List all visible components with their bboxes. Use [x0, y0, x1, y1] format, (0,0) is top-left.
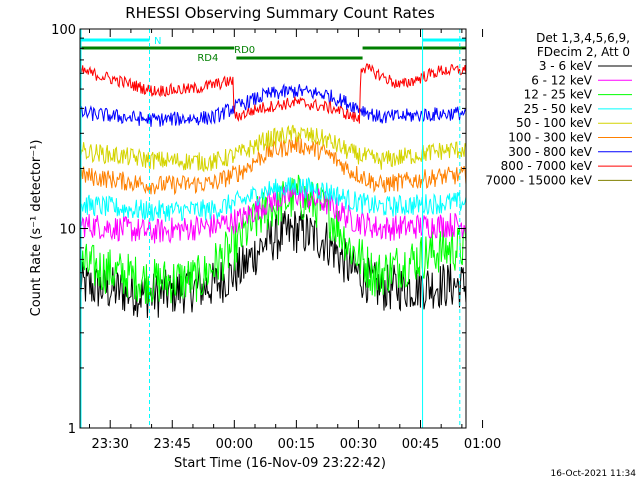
chart-title: RHESSI Observing Summary Count Rates	[125, 4, 435, 22]
legend-header-line-2: FDecim 2, Att 0	[537, 45, 630, 59]
x-axis-label: Start Time (16-Nov-09 23:22:42)	[174, 456, 386, 471]
y-tick-label: 10	[59, 223, 76, 238]
y-axis-label: Count Rate (s⁻¹ detector⁻¹)	[29, 140, 44, 317]
x-tick-label: 23:30	[91, 437, 128, 452]
y-tick-label: 100	[51, 23, 76, 38]
x-tick-label: 23:45	[154, 437, 191, 452]
legend-label-1: 6 - 12 keV	[531, 73, 593, 87]
x-tick-label: 00:45	[402, 437, 439, 452]
x-tick-label: 00:15	[278, 437, 315, 452]
legend-label-5: 100 - 300 keV	[508, 131, 592, 145]
annotation-n: N	[154, 36, 161, 47]
plot-area	[79, 63, 467, 319]
series-line-5	[79, 135, 467, 196]
x-tick-label: 00:30	[340, 437, 377, 452]
legend-label-0: 3 - 6 keV	[539, 59, 593, 73]
legend-label-6: 300 - 800 keV	[508, 145, 592, 159]
x-tick-label: 01:00	[464, 437, 501, 452]
series-line-1	[79, 184, 467, 244]
series-line-7	[79, 63, 467, 124]
series-line-6	[79, 83, 467, 127]
legend-label-4: 50 - 100 keV	[516, 116, 593, 130]
annotation-rd0: RD0	[234, 45, 255, 56]
axes: 23:30 23:45 00:00 00:15 00:30 00:45 01:00 1 10 10…	[51, 23, 501, 452]
y-tick-label: 1	[68, 422, 76, 437]
x-tick-label: 00:00	[216, 437, 253, 452]
legend-header-line-1: Det 1,3,4,5,6,9,	[536, 31, 630, 45]
legend-label-8: 7000 - 15000 keV	[485, 173, 592, 187]
annotation-rd4: RD4	[197, 53, 218, 64]
series-line-4	[79, 124, 467, 173]
legend: Det 1,3,4,5,6,9, FDecim 2, Att 0 3 - 6 k…	[485, 31, 632, 187]
legend-label-2: 12 - 25 keV	[524, 88, 593, 102]
series-line-3	[79, 177, 467, 222]
legend-label-3: 25 - 50 keV	[524, 102, 593, 116]
plot-timestamp: 16-Oct-2021 11:34	[551, 469, 637, 479]
legend-label-7: 800 - 7000 keV	[501, 159, 593, 173]
instrument-state-bars: N RD4 RD0	[80, 29, 466, 428]
